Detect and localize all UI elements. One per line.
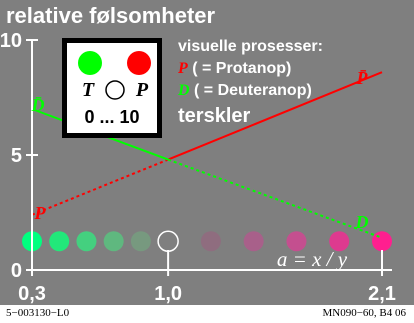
footer-right: MN090−60, B4 06 [322,307,406,319]
color-swatch [286,231,307,252]
inset-box: T P 0 ... 10 [62,38,162,138]
color-swatch [130,231,151,252]
legend-deuteranop: D ( = Deuteranop) [178,82,312,100]
x-tick-label: 2,1 [368,283,396,305]
color-swatch [372,231,392,252]
legend-protanop: P ( = Protanop) [178,60,291,78]
y-tick-label: 10 [0,30,22,52]
legend-p-text: ( = Protanop) [187,60,292,77]
x-axis-label: a = x / y [277,247,348,271]
color-swatch [49,231,70,252]
inset-open-circle [105,80,125,100]
color-swatch [103,231,124,252]
y-tick-label: 5 [11,145,22,167]
inset-t-label: T [82,79,95,101]
series-p-dashed [31,158,169,216]
color-swatch-row [22,230,392,252]
inset-green-dot [78,51,102,75]
series-p-solid [167,71,383,161]
series-d-dashed [167,158,383,239]
x-tick-label: 1,0 [154,283,182,305]
color-swatch [200,231,221,252]
legend-heading: visuelle prosesser: [178,38,323,55]
y-tick-label: 0 [11,260,22,282]
axes: 0 5 10 0,3 1,0 2,1 a = x / y [0,30,396,305]
color-swatch [157,230,179,252]
x-tick-label: 0,3 [18,283,46,305]
inset-red-dot [127,51,151,75]
series-d-label: D [355,212,369,232]
color-swatch [243,231,264,252]
legend-p-symbol: P [178,60,188,77]
color-swatch [329,231,350,252]
series-d-bar-label: D̄ [31,95,45,115]
inset-range-label: 0 ... 10 [84,107,139,127]
legend-thresholds: terskler [178,105,251,127]
legend-d-text: ( = Deuteranop) [189,82,312,99]
legend-d-symbol: D [178,82,190,99]
chart-title: relative følsomheter [6,3,216,28]
series-p-label: P [34,203,47,223]
color-swatch [76,231,97,252]
series-p-bar-label: P̄ [356,68,369,88]
inset-p-label: P [135,79,149,101]
series-labels: D̄ P̄ P D [31,68,369,232]
footer-left: 5−003130−L0 [6,307,70,319]
